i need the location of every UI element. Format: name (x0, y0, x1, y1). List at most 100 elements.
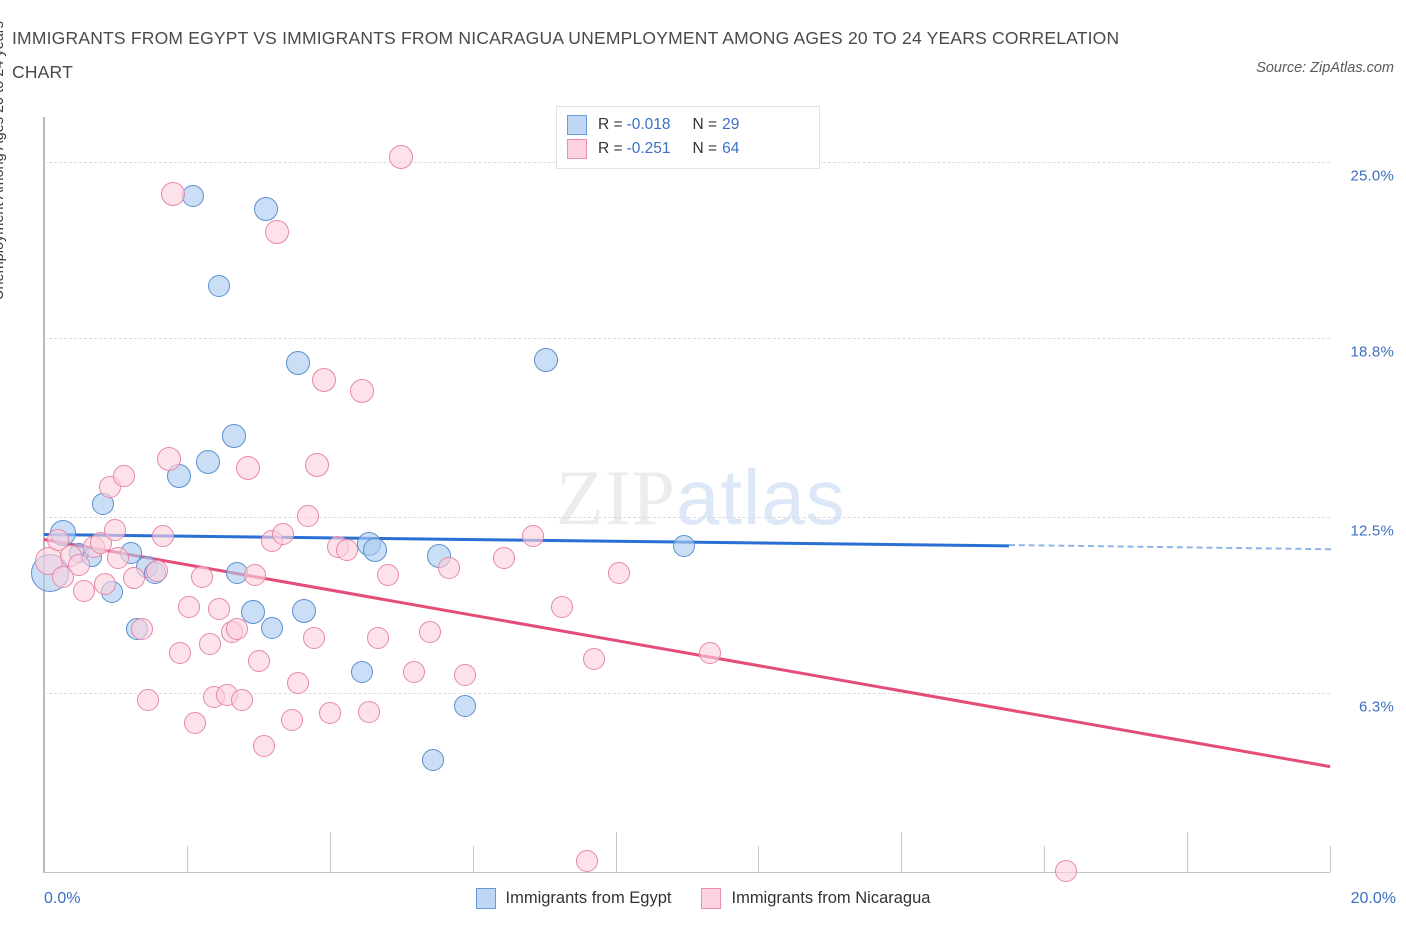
scatter-point[interactable] (1055, 859, 1078, 882)
scatter-point[interactable] (182, 185, 205, 208)
page-title-line2: CHART (12, 62, 73, 82)
scatter-point[interactable] (454, 694, 477, 717)
scatter-point[interactable] (672, 534, 695, 557)
scatter-point[interactable] (296, 504, 319, 527)
scatter-point[interactable] (422, 748, 444, 771)
scatter-point[interactable] (272, 523, 295, 546)
scatter-point[interactable] (438, 557, 461, 580)
scatter-point[interactable] (367, 626, 390, 649)
stats-r-value-nicaragua: -0.251 (626, 140, 671, 157)
scatter-point[interactable] (377, 564, 399, 587)
scatter-point[interactable] (72, 580, 95, 602)
scatter-point[interactable] (698, 642, 721, 665)
scatter-point[interactable] (292, 598, 317, 623)
scatter-point[interactable] (130, 618, 153, 641)
stats-n-value-egypt: 29 (722, 116, 740, 133)
scatter-point[interactable] (190, 565, 213, 588)
scatter-point[interactable] (261, 616, 284, 639)
x-axis-tick (1330, 846, 1331, 872)
stats-n-label-egypt: N = (692, 116, 718, 133)
y-axis-label: 18.8% (1350, 343, 1394, 361)
x-axis-line (43, 871, 1330, 873)
stats-row-egypt: R = -0.018 N = 29 (567, 113, 809, 137)
scatter-point[interactable] (550, 595, 573, 618)
scatter-point[interactable] (492, 547, 515, 570)
scatter-point[interactable] (350, 378, 375, 403)
scatter-point[interactable] (253, 197, 278, 222)
correlation-stats-box: R = -0.018 N = 29 R = -0.251 N = 64 (556, 106, 820, 169)
y-axis-label: 6.3% (1359, 698, 1394, 716)
scatter-point[interactable] (225, 618, 248, 641)
scatter-point[interactable] (169, 642, 192, 665)
scatter-point[interactable] (351, 660, 374, 683)
scatter-point[interactable] (68, 554, 91, 577)
scatter-point[interactable] (103, 518, 126, 541)
y-axis-label: 25.0% (1350, 167, 1394, 185)
legend-item-nicaragua[interactable]: Immigrants from Nicaragua (701, 888, 930, 909)
scatter-point[interactable] (363, 537, 388, 562)
scatter-point[interactable] (521, 524, 544, 547)
scatter-point[interactable] (151, 524, 174, 547)
stats-n-label-nicaragua: N = (692, 140, 718, 157)
scatter-point[interactable] (47, 528, 70, 551)
scatter-point[interactable] (198, 632, 221, 655)
scatter-point[interactable] (336, 538, 359, 561)
x-axis-tick (329, 832, 331, 872)
scatter-point[interactable] (402, 660, 425, 683)
scatter-point[interactable] (280, 709, 303, 732)
scatter-point[interactable] (248, 649, 271, 672)
x-axis-tick (615, 832, 617, 872)
scatter-point[interactable] (52, 565, 75, 588)
scatter-point[interactable] (582, 648, 605, 671)
scatter-point[interactable] (286, 672, 309, 695)
scatter-point[interactable] (113, 465, 136, 488)
scatter-point[interactable] (207, 598, 230, 621)
scatter-point[interactable] (264, 219, 289, 244)
scatter-point[interactable] (160, 181, 185, 206)
x-axis-tick (901, 832, 903, 872)
scatter-point[interactable] (285, 350, 310, 375)
y-axis-line (43, 117, 45, 872)
scatter-point[interactable] (195, 449, 220, 474)
scatter-point[interactable] (311, 367, 336, 392)
trend-line-egypt-projected (1008, 544, 1331, 551)
scatter-point[interactable] (106, 547, 129, 570)
scatter-point[interactable] (533, 347, 558, 372)
scatter-point[interactable] (145, 560, 168, 583)
legend-label-nicaragua: Immigrants from Nicaragua (731, 889, 931, 907)
scatter-point[interactable] (231, 689, 254, 712)
scatter-point[interactable] (418, 621, 441, 644)
legend-item-egypt[interactable]: Immigrants from Egypt (475, 888, 671, 909)
x-axis-tick (1187, 832, 1189, 872)
scatter-point[interactable] (207, 274, 230, 297)
stats-swatch-nicaragua-icon (567, 139, 587, 159)
scatter-point[interactable] (236, 455, 261, 480)
stats-swatch-egypt-icon (567, 115, 587, 135)
scatter-point[interactable] (454, 663, 477, 686)
scatter-point[interactable] (123, 567, 146, 590)
scatter-point[interactable] (319, 702, 342, 725)
scatter-point[interactable] (303, 626, 326, 649)
scatter-point[interactable] (240, 600, 265, 625)
scatter-point[interactable] (357, 700, 380, 723)
stats-r-value-egypt: -0.018 (626, 116, 671, 133)
stats-n-value-nicaragua: 64 (722, 140, 740, 157)
scatter-point[interactable] (243, 564, 266, 587)
scatter-point[interactable] (184, 711, 207, 734)
scatter-point[interactable] (576, 849, 599, 872)
scatter-point[interactable] (388, 144, 413, 169)
scatter-point[interactable] (94, 572, 117, 595)
scatter-point[interactable] (221, 424, 246, 449)
x-axis-tick (758, 846, 760, 872)
x-axis-min-label: 0.0% (44, 890, 81, 907)
scatter-point[interactable] (157, 447, 182, 472)
gridline (44, 338, 1330, 340)
scatter-point[interactable] (608, 561, 631, 584)
x-axis-tick (472, 846, 474, 872)
scatter-point[interactable] (177, 595, 200, 618)
scatter-point[interactable] (137, 689, 160, 712)
scatter-point[interactable] (305, 452, 330, 477)
chart-legend: Immigrants from Egypt Immigrants from Ni… (0, 888, 1406, 909)
scatter-point[interactable] (252, 734, 275, 757)
